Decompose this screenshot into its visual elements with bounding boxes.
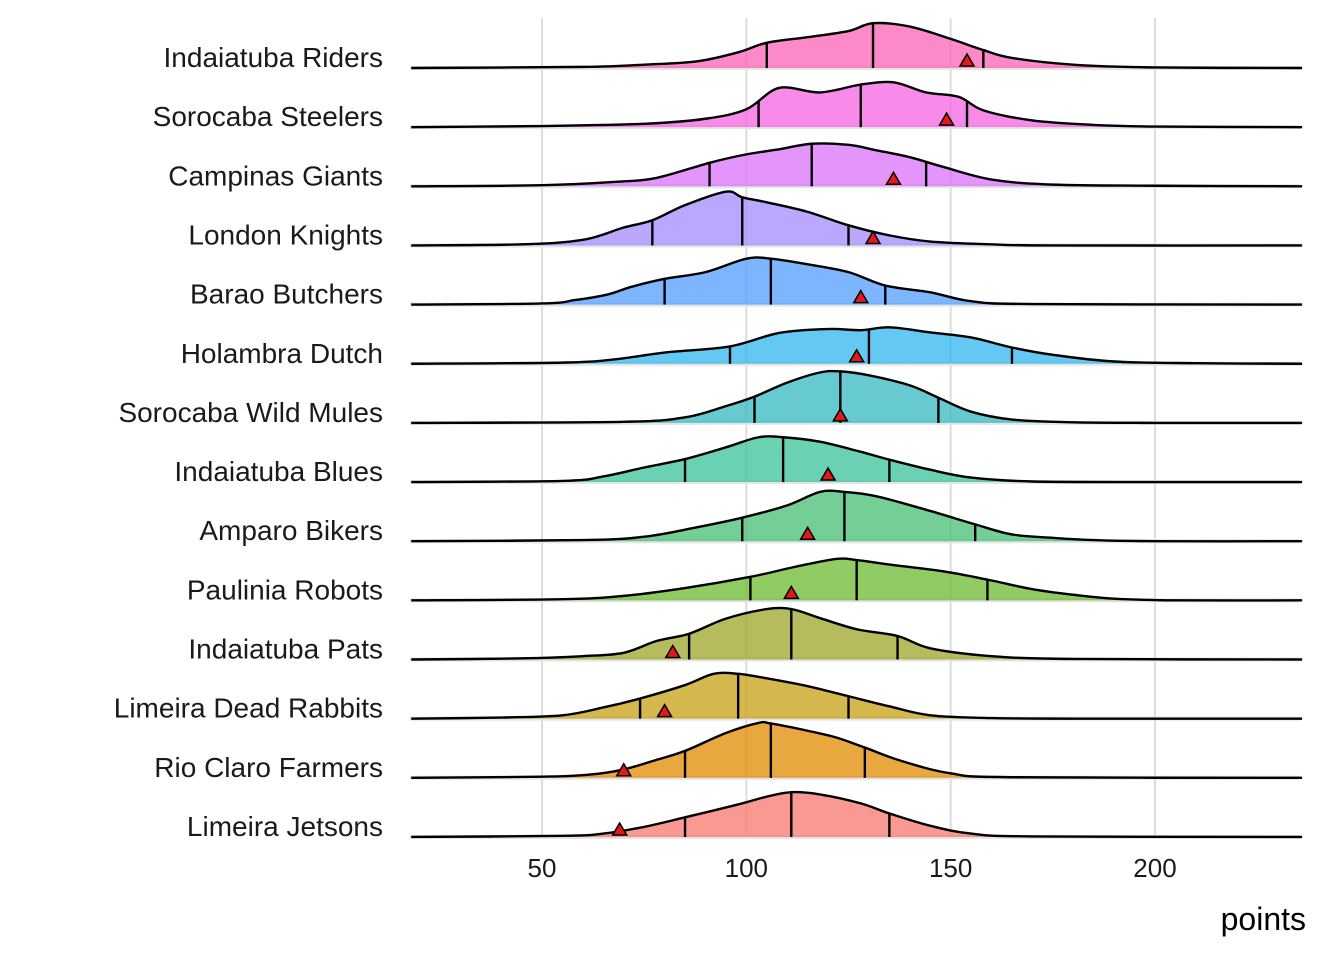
x-tick-label-150: 150: [929, 853, 972, 883]
ridge-outline: [411, 606, 1303, 661]
ridge-fill: [411, 792, 1303, 837]
team-labels: Indaiatuba Riders Sorocaba Steelers Campin…: [114, 42, 383, 842]
ridge-outline: [411, 80, 1303, 129]
ridge-outline: [411, 720, 1303, 779]
ridge-fill: [411, 23, 1303, 68]
marker-triangle: [958, 52, 976, 67]
x-tick-label-200: 200: [1133, 853, 1176, 883]
ridge-outline: [411, 326, 1303, 365]
ridge-fill: [411, 490, 1303, 542]
ridge-indaiatuba-blues: [411, 435, 1303, 484]
marker-triangle: [819, 466, 837, 481]
team-label-barao-butchers: Barao Butchers: [190, 279, 383, 310]
team-label-limeira-dead-rabbits: Limeira Dead Rabbits: [114, 693, 383, 724]
ridge-indaiatuba-pats: [411, 606, 1303, 661]
ridge-fill: [411, 327, 1303, 364]
team-label-indaiatuba-riders: Indaiatuba Riders: [164, 42, 383, 73]
marker-triangle: [782, 584, 800, 600]
team-label-holambra-dutch: Holambra Dutch: [181, 338, 383, 369]
ridge-barao-butchers: [411, 256, 1303, 306]
ridge-outline: [411, 21, 1303, 70]
ridge-outline: [411, 435, 1303, 484]
ridge-paulinia-robots: [411, 557, 1303, 602]
ridge-outline: [411, 557, 1303, 602]
ridge-outline: [411, 790, 1303, 839]
ridge-outline: [411, 671, 1303, 720]
ridge-fill: [411, 607, 1303, 660]
marker-triangle: [832, 407, 849, 422]
marker-triangle: [938, 111, 955, 126]
ridge-fill: [411, 436, 1303, 483]
marker-triangle: [885, 170, 902, 186]
team-label-rio-claro-farmers: Rio Claro Farmers: [154, 752, 383, 783]
ridge-limeira-dead-rabbits: [411, 671, 1303, 720]
team-label-indaiatuba-pats: Indaiatuba Pats: [188, 634, 383, 665]
team-label-campinas-giants: Campinas Giants: [168, 160, 383, 191]
ridge-outline: [411, 256, 1303, 306]
ridge-sorocaba-wild-mules: [411, 369, 1303, 425]
team-label-sorocaba-wild-mules: Sorocaba Wild Mules: [118, 397, 383, 428]
team-label-sorocaba-steelers: Sorocaba Steelers: [153, 101, 383, 132]
ridge-holambra-dutch: [411, 326, 1303, 365]
ridge-fill: [411, 722, 1303, 778]
x-axis-title: points: [1221, 901, 1306, 937]
team-label-amparo-bikers: Amparo Bikers: [199, 515, 383, 546]
team-label-paulinia-robots: Paulinia Robots: [187, 574, 383, 605]
marker-triangle: [611, 821, 628, 836]
team-label-indaiatuba-blues: Indaiatuba Blues: [174, 456, 383, 487]
ridge-limeira-jetsons: [411, 790, 1303, 839]
marker-triangle: [664, 644, 682, 659]
x-tick-label-100: 100: [725, 853, 768, 883]
marker-triangle: [852, 289, 870, 304]
ridge-amparo-bikers: [411, 489, 1303, 543]
ridge-fill: [411, 143, 1303, 187]
ridge-fill: [411, 191, 1303, 246]
team-label-london-knights: London Knights: [188, 219, 383, 250]
ridge-outline: [411, 190, 1303, 247]
marker-triangle: [848, 348, 865, 363]
ridge-fill: [411, 81, 1303, 128]
ridge-fill: [411, 672, 1303, 719]
ridge-outline: [411, 489, 1303, 543]
ridge-campinas-giants: [411, 142, 1303, 188]
ridge-indaiatuba-riders: [411, 21, 1303, 70]
ridge-sorocaba-steelers: [411, 80, 1303, 129]
ridges: [411, 21, 1303, 839]
marker-triangle: [864, 229, 882, 245]
ridge-rio-claro-farmers: [411, 720, 1303, 779]
x-axis-ticks: 50 100 150 200: [528, 853, 1177, 883]
ridge-outline: [411, 142, 1303, 188]
team-label-limeira-jetsons: Limeira Jetsons: [187, 811, 383, 842]
x-tick-label-50: 50: [528, 853, 557, 883]
ridge-fill: [411, 371, 1303, 423]
ridge-outline: [411, 369, 1303, 425]
ridge-london-knights: [411, 190, 1303, 247]
marker-triangle: [656, 703, 673, 718]
marker-triangle: [615, 762, 633, 777]
ridge-fill: [411, 257, 1303, 305]
marker-triangle: [799, 525, 816, 540]
